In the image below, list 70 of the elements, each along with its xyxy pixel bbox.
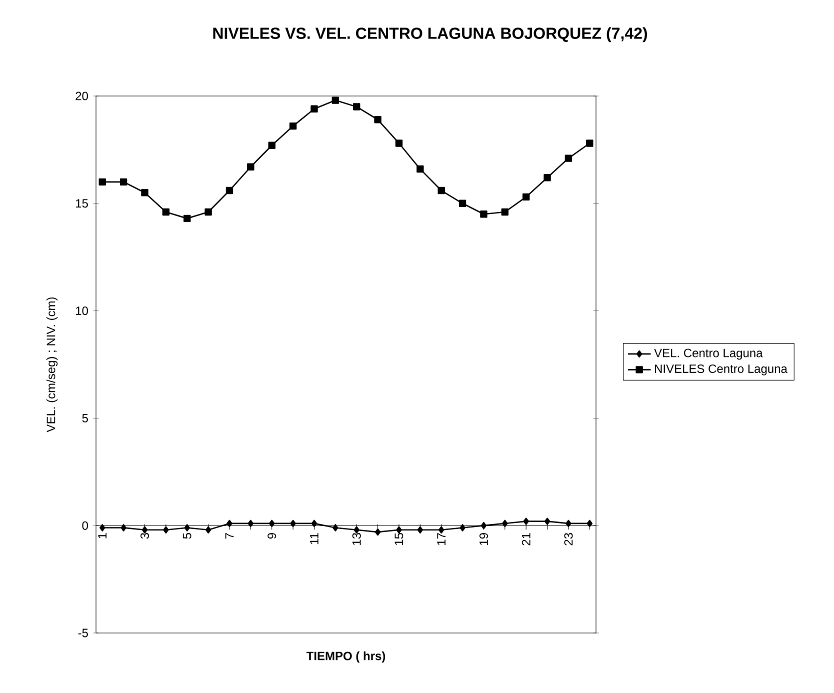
point bbox=[458, 200, 466, 208]
x-tick-label: 5 bbox=[182, 533, 192, 539]
point bbox=[544, 518, 550, 525]
legend-label: VEL. Centro Laguna bbox=[654, 348, 763, 360]
x-tick-label: 9 bbox=[268, 533, 276, 539]
x-axis-title: TIEMPO ( hrs) bbox=[306, 651, 386, 663]
point bbox=[352, 103, 360, 110]
point bbox=[332, 96, 340, 104]
y-axis-title: VEL. (cm/seg) ; NIV. (cm) bbox=[46, 297, 58, 432]
y-tick-label: 0 bbox=[82, 521, 88, 530]
chart-title: NIVELES VS. VEL. CENTRO LAGUNA BOJORQUEZ (7,42) bbox=[213, 27, 648, 42]
point bbox=[480, 210, 488, 218]
point bbox=[290, 520, 296, 528]
point bbox=[268, 142, 276, 150]
point bbox=[522, 193, 530, 201]
point bbox=[184, 214, 191, 222]
point bbox=[268, 520, 275, 528]
point bbox=[226, 186, 234, 194]
point bbox=[523, 518, 529, 525]
x-tick-label: 13 bbox=[352, 533, 361, 545]
point bbox=[332, 524, 338, 532]
point bbox=[248, 520, 254, 528]
point bbox=[142, 526, 148, 534]
point bbox=[311, 520, 318, 528]
point bbox=[417, 526, 424, 534]
y-tick-label: 20 bbox=[76, 92, 88, 100]
point bbox=[395, 140, 403, 147]
point bbox=[163, 526, 169, 534]
point bbox=[226, 520, 232, 528]
y-tick-label: 10 bbox=[76, 306, 88, 316]
x-tick-label: 17 bbox=[437, 533, 446, 545]
y-tick-label: -5 bbox=[78, 628, 88, 638]
point bbox=[184, 524, 190, 532]
point bbox=[204, 208, 212, 216]
point bbox=[205, 526, 212, 534]
point bbox=[120, 524, 126, 532]
point bbox=[310, 105, 318, 112]
point bbox=[544, 174, 551, 182]
point bbox=[480, 522, 487, 530]
point bbox=[460, 524, 466, 532]
x-tick-label: 21 bbox=[522, 533, 530, 546]
point bbox=[586, 520, 593, 528]
point bbox=[247, 163, 254, 170]
point bbox=[396, 526, 402, 534]
point bbox=[564, 154, 572, 162]
legend-label: NIVELES Centro Laguna bbox=[655, 364, 788, 376]
point bbox=[162, 208, 170, 216]
point bbox=[98, 178, 106, 186]
y-tick-label: 15 bbox=[76, 199, 88, 208]
x-tick-label: 19 bbox=[479, 533, 488, 545]
point bbox=[438, 526, 444, 534]
point bbox=[289, 122, 297, 130]
x-tick-label: 3 bbox=[140, 533, 149, 539]
x-tick-label: 23 bbox=[564, 533, 573, 546]
point bbox=[586, 140, 594, 147]
point bbox=[438, 186, 445, 194]
point bbox=[566, 520, 572, 528]
x-tick-label: 15 bbox=[394, 533, 404, 545]
x-tick-label: 7 bbox=[225, 533, 234, 539]
point bbox=[502, 520, 508, 528]
point bbox=[354, 526, 360, 534]
point bbox=[120, 178, 128, 186]
point bbox=[374, 528, 381, 536]
point bbox=[501, 208, 509, 216]
point bbox=[416, 165, 424, 173]
x-tick-label: 11 bbox=[310, 533, 318, 544]
point bbox=[141, 189, 148, 196]
y-tick-label: 5 bbox=[82, 414, 88, 422]
x-tick-label: 1 bbox=[98, 533, 106, 538]
point bbox=[374, 116, 382, 124]
